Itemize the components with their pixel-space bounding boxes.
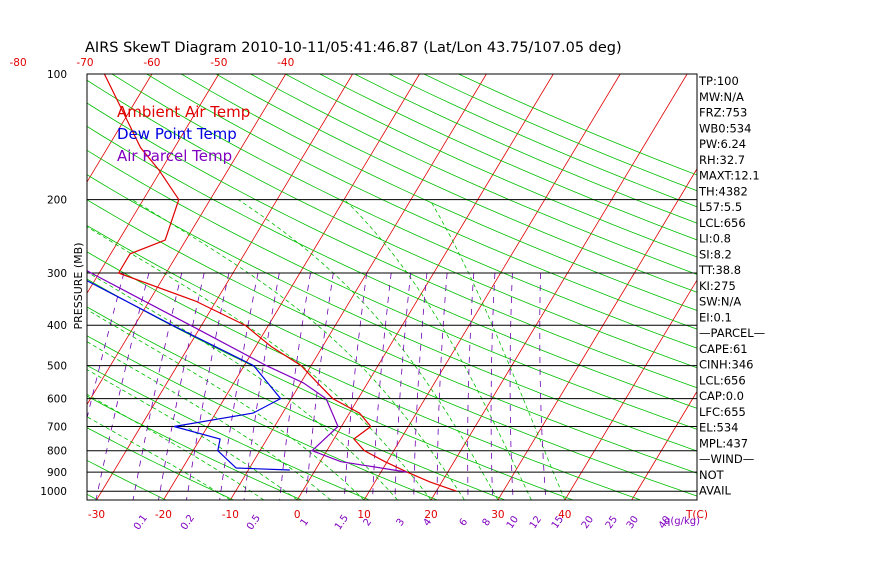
mixing-tick-label: 12 bbox=[528, 514, 544, 531]
mixing-tick-label: 30 bbox=[625, 514, 641, 531]
mixing-tick-label: 0.2 bbox=[179, 513, 197, 532]
pressure-tick-label: 200 bbox=[47, 195, 67, 207]
stat-line: AVAIL bbox=[699, 484, 732, 498]
isotherm-line bbox=[632, 74, 870, 500]
moist-adiabat-line bbox=[0, 200, 264, 500]
legend-entry: Ambient Air Temp bbox=[117, 103, 250, 121]
isotherm-line bbox=[431, 74, 687, 500]
mixing-axis-label: q(g/kg) bbox=[664, 516, 700, 527]
legend-entry: Air Parcel Temp bbox=[117, 147, 232, 165]
pressure-tick-label: 500 bbox=[47, 361, 67, 373]
stat-line: MPL:437 bbox=[699, 436, 748, 450]
mixing-ratio-line bbox=[306, 273, 333, 500]
mixing-ratio-line bbox=[468, 273, 474, 500]
top-temp-tick-label: -70 bbox=[76, 57, 93, 69]
mixing-ratio-line bbox=[437, 273, 447, 500]
stat-line: CAPE:61 bbox=[699, 342, 748, 356]
pressure-tick-label: 400 bbox=[47, 320, 67, 332]
bottom-temp-tick-label: -30 bbox=[88, 509, 105, 521]
isotherm-line bbox=[0, 74, 18, 500]
stat-line: PW:6.24 bbox=[699, 137, 746, 151]
stat-line: KI:275 bbox=[699, 279, 736, 293]
pressure-tick-label: 1000 bbox=[40, 486, 67, 498]
legend: Ambient Air Temp Dew Point Temp Air Parcel… bbox=[117, 103, 250, 165]
stat-line: MW:N/A bbox=[699, 90, 744, 104]
mixing-tick-label: 25 bbox=[604, 514, 620, 531]
stat-line: SI:8.2 bbox=[699, 247, 732, 261]
stat-line: RH:32.7 bbox=[699, 153, 745, 167]
chart-title: AIRS SkewT Diagram 2010-10-11/05:41:46.8… bbox=[85, 40, 622, 56]
stat-line: EL:534 bbox=[699, 421, 739, 435]
stat-line: LCL:656 bbox=[699, 216, 746, 230]
mixing-ratio-line bbox=[159, 273, 205, 500]
y-axis-label: PRESSURE (MB) bbox=[72, 243, 85, 330]
stat-line: L57:5.5 bbox=[699, 200, 742, 214]
dry-adiabat-line bbox=[459, 74, 870, 500]
top-temp-tick-label: -80 bbox=[10, 57, 27, 69]
stat-line: TT:38.8 bbox=[698, 263, 741, 277]
stat-line: CAP:0.0 bbox=[699, 389, 744, 403]
moist-adiabat-line bbox=[0, 200, 230, 500]
stat-line: CINH:346 bbox=[699, 358, 754, 372]
mixing-ratio-line bbox=[491, 273, 495, 500]
mixing-tick-label: 0.1 bbox=[132, 513, 150, 532]
stat-line: MAXT:12.1 bbox=[699, 169, 760, 183]
axis-labels: AIRS SkewT Diagram 2010-10-11/05:41:46.8… bbox=[0, 40, 708, 532]
mixing-ratio-line bbox=[414, 273, 427, 500]
stat-line: —PARCEL— bbox=[699, 326, 765, 340]
mixing-ratio-line bbox=[395, 273, 411, 500]
stat-line: SW:N/A bbox=[699, 295, 741, 309]
bottom-temp-tick-label: -10 bbox=[222, 509, 239, 521]
mixing-ratio-line bbox=[373, 273, 392, 500]
dry-adiabat-line bbox=[0, 74, 641, 500]
mixing-tick-label: 6 bbox=[458, 517, 471, 529]
top-temp-tick-label: -40 bbox=[277, 57, 294, 69]
moist-adiabat-line bbox=[430, 200, 565, 500]
pressure-tick-label: 300 bbox=[47, 268, 67, 280]
mixing-ratio-line bbox=[510, 273, 513, 500]
mixing-tick-label: 10 bbox=[505, 514, 521, 531]
top-temp-tick-label: -50 bbox=[210, 57, 227, 69]
stat-line: FRZ:753 bbox=[699, 106, 747, 120]
bottom-temp-tick-label: 30 bbox=[491, 509, 504, 521]
dry-adiabat-line bbox=[181, 74, 870, 500]
stat-line: LI:0.8 bbox=[699, 232, 731, 246]
dry-adiabat-line bbox=[424, 74, 870, 500]
pressure-tick-label: 100 bbox=[47, 69, 67, 81]
dry-adiabat-line bbox=[0, 74, 30, 500]
mixing-ratio-line bbox=[0, 273, 45, 500]
stat-line: TH:4382 bbox=[698, 184, 748, 198]
mixing-tick-label: 0.5 bbox=[245, 513, 263, 532]
pressure-tick-label: 700 bbox=[47, 422, 67, 434]
stat-line: LCL:656 bbox=[699, 373, 746, 387]
legend-entry: Dew Point Temp bbox=[117, 125, 237, 143]
isobar-lines bbox=[87, 200, 697, 492]
mixing-tick-label: 20 bbox=[580, 514, 596, 531]
top-temp-tick-label: -60 bbox=[143, 57, 160, 69]
mixing-ratio-line bbox=[540, 273, 546, 500]
dry-adiabat-line bbox=[355, 74, 870, 500]
mixing-ratio-line bbox=[96, 273, 149, 500]
mixing-ratio-line bbox=[280, 273, 311, 500]
stat-line: WB0:534 bbox=[699, 121, 751, 135]
moist-adiabat-line bbox=[0, 200, 297, 500]
isotherm-line bbox=[364, 74, 620, 500]
stat-line: EI:0.1 bbox=[699, 310, 732, 324]
stat-line: LFC:655 bbox=[699, 405, 746, 419]
bottom-temp-tick-label: -20 bbox=[155, 509, 172, 521]
pressure-tick-label: 800 bbox=[47, 446, 67, 458]
mixing-tick-label: 1 bbox=[299, 517, 312, 529]
mixing-tick-label: 1.5 bbox=[333, 513, 351, 532]
mixing-tick-label: 3 bbox=[395, 517, 408, 529]
stat-line: TP:100 bbox=[698, 74, 739, 88]
stat-line: NOT bbox=[699, 468, 725, 482]
stat-line: —WIND— bbox=[699, 452, 754, 466]
pressure-tick-label: 900 bbox=[47, 467, 67, 479]
pressure-tick-label: 600 bbox=[47, 394, 67, 406]
